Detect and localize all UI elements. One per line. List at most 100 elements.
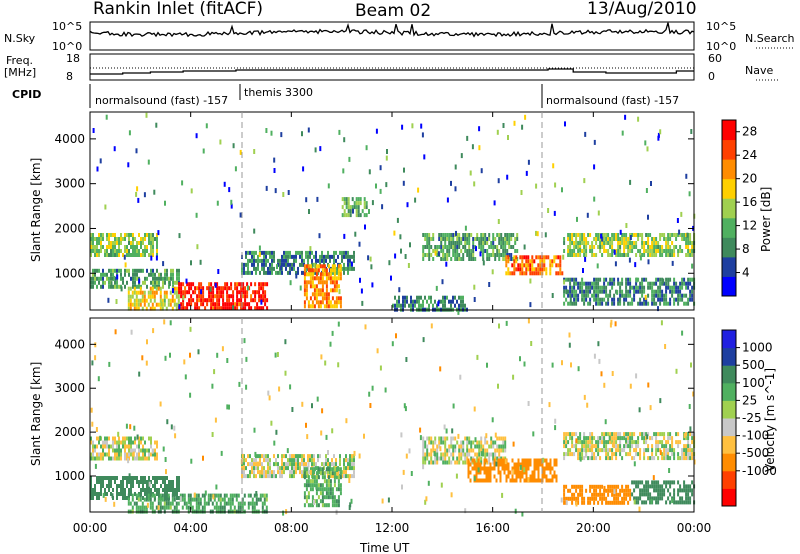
echo-cell xyxy=(303,483,306,488)
echo-cell xyxy=(323,258,325,263)
echo-cell xyxy=(155,286,158,291)
echo-cell xyxy=(163,497,166,502)
echo-cell xyxy=(641,253,644,257)
echo-cell xyxy=(118,444,120,449)
echo-cell xyxy=(198,298,201,303)
echo-cell xyxy=(152,268,154,273)
echo-cell xyxy=(100,492,102,496)
echo-cell xyxy=(146,502,149,508)
echo-cell xyxy=(649,233,652,237)
echo-cell xyxy=(577,484,580,489)
echo-cell xyxy=(587,285,590,290)
echo-cell xyxy=(637,440,640,445)
echo-cell xyxy=(527,255,530,260)
echo-cell xyxy=(579,436,582,441)
echo-cell xyxy=(691,440,694,445)
echo-cell xyxy=(176,488,178,492)
echo-cell xyxy=(432,257,435,261)
echo-cell xyxy=(184,294,187,299)
echo-cell xyxy=(494,245,497,249)
echo-cell xyxy=(567,440,570,445)
echo-cell xyxy=(615,448,618,453)
echo-cell xyxy=(368,209,370,214)
echo-cell xyxy=(385,155,388,161)
echo-cell xyxy=(675,368,678,374)
echo-cell xyxy=(515,466,518,471)
echo-cell xyxy=(585,245,588,249)
echo-cell xyxy=(289,262,291,267)
echo-cell xyxy=(396,217,399,223)
echo-cell xyxy=(98,436,100,441)
echo-cell xyxy=(567,289,570,294)
echo-cell xyxy=(343,462,345,467)
echo-cell xyxy=(148,241,150,245)
echo-cell xyxy=(677,432,680,437)
echo-cell xyxy=(484,436,487,441)
echo-cell xyxy=(333,462,335,467)
echo-cell xyxy=(228,298,231,303)
echo-cell xyxy=(619,253,622,257)
echo-cell xyxy=(226,286,229,291)
echo-cell xyxy=(597,285,600,290)
echo-cell xyxy=(527,267,530,272)
echo-cell xyxy=(657,480,660,485)
echo-cell xyxy=(195,493,198,498)
freq-series xyxy=(90,68,694,75)
echo-cell xyxy=(319,483,322,488)
echo-cell xyxy=(563,444,566,449)
echo-cell xyxy=(543,255,546,260)
echo-cell xyxy=(218,294,221,299)
echo-cell xyxy=(653,488,656,493)
echo-cell xyxy=(156,237,158,241)
echo-cell xyxy=(281,462,283,467)
echo-cell xyxy=(517,458,520,463)
echo-cell xyxy=(169,501,172,506)
echo-cell xyxy=(444,303,446,308)
echo-cell xyxy=(607,440,610,445)
echo-cell xyxy=(575,301,578,306)
echo-cell xyxy=(353,266,355,271)
echo-cell xyxy=(575,448,578,453)
echo-cell xyxy=(641,233,644,237)
echo-cell xyxy=(118,440,120,445)
echo-cell xyxy=(667,285,670,290)
echo-cell xyxy=(323,304,326,309)
echo-cell xyxy=(199,259,202,265)
echo-cell xyxy=(525,470,528,475)
echo-cell xyxy=(128,488,130,492)
echo-cell xyxy=(329,254,331,259)
echo-cell xyxy=(424,237,427,241)
echo-cell xyxy=(493,458,496,463)
echo-cell xyxy=(476,456,479,461)
echo-cell xyxy=(472,253,475,257)
echo-cell xyxy=(245,270,247,275)
echo-cell xyxy=(525,458,528,463)
echo-cell xyxy=(641,432,644,437)
echo-cell xyxy=(255,270,257,275)
velocity-colorbar-tick: 500 xyxy=(742,358,765,372)
echo-cell xyxy=(525,170,528,176)
echo-cell xyxy=(108,452,110,457)
echo-cell xyxy=(293,466,295,471)
echo-cell xyxy=(436,253,439,257)
echo-cell xyxy=(512,441,515,447)
echo-cell xyxy=(139,286,142,291)
echo-cell xyxy=(537,470,540,475)
echo-cell xyxy=(132,268,134,273)
echo-cell xyxy=(591,452,594,457)
echo-cell xyxy=(122,440,124,445)
echo-cell xyxy=(616,289,619,295)
echo-cell xyxy=(430,448,433,453)
echo-cell xyxy=(595,237,598,241)
echo-cell xyxy=(631,456,634,461)
echo-cell xyxy=(673,500,676,505)
echo-cell xyxy=(333,454,335,459)
echo-cell xyxy=(681,500,684,505)
echo-cell xyxy=(92,284,94,289)
echo-cell xyxy=(92,268,94,273)
echo-cell xyxy=(643,249,646,253)
echo-cell xyxy=(271,474,273,479)
echo-cell xyxy=(629,285,632,290)
echo-cell xyxy=(221,505,224,510)
